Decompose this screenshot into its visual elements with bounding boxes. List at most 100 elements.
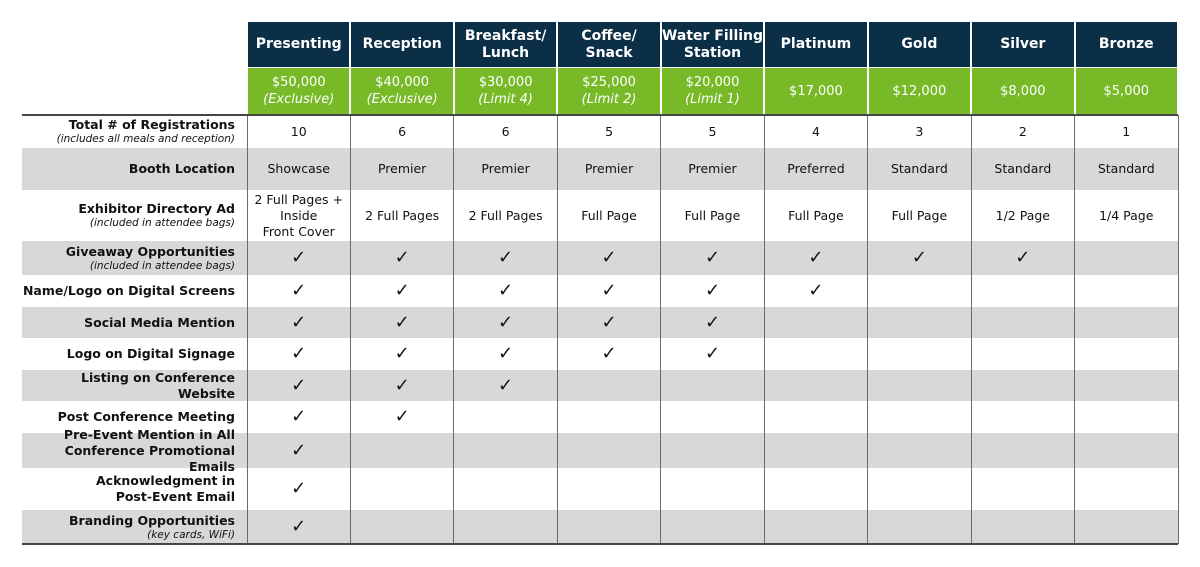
tier-price: $50,000 (Exclusive) [248, 68, 350, 114]
checkmark: ✓ [808, 247, 824, 268]
checkmark: ✓ [704, 311, 721, 333]
row-cell: ✓ [247, 433, 350, 468]
row-cell: Premier [454, 148, 557, 190]
price-text: $50,000 [271, 75, 326, 90]
price-note: (Exclusive) [263, 92, 335, 107]
tier-price: $20,000 (Limit 1) [661, 68, 764, 114]
cell-text: Standard [994, 161, 1052, 176]
cell-text: Full Page [581, 207, 637, 223]
label-text: Giveaway Opportunities [65, 243, 235, 259]
checkmark: ✓ [394, 343, 410, 364]
column-divider [556, 115, 558, 544]
label-text: Logo on Digital Signage [66, 346, 235, 361]
tier-name: Bronze [1075, 22, 1177, 67]
row-label: Pre-Event Mention in All Conference Prom… [22, 427, 247, 474]
row-cell: ✓ [350, 241, 453, 275]
checkmark: ✓ [1015, 247, 1031, 268]
cell-text: Preferred [787, 161, 845, 176]
cell-text: 2 [1018, 123, 1027, 139]
label-text: Acknowledgment in Post-Event Email [95, 473, 235, 504]
tier-name: Water Filling Station [661, 22, 764, 67]
label-text: Total # of Registrations [68, 117, 235, 132]
checkmark: ✓ [704, 247, 721, 268]
row-cell: Premier [557, 148, 660, 190]
top-rule [22, 114, 1178, 116]
price-note: (Exclusive) [366, 92, 438, 107]
tier-name-text: Breakfast/ Lunch [464, 27, 547, 61]
label-text: Name/Logo on Digital Screens [22, 283, 235, 298]
tier-price: $5,000 [1075, 68, 1177, 114]
row-cell: ✓ [661, 307, 764, 338]
row-cell: ✓ [350, 338, 453, 370]
tier-price: $12,000 [868, 68, 971, 114]
row-cell: ✓ [454, 338, 557, 370]
cell-text: 6 [398, 123, 407, 139]
row-cell: Preferred [764, 148, 867, 190]
column-divider [970, 115, 972, 544]
checkmark: ✓ [291, 439, 307, 461]
column-divider [660, 115, 662, 544]
row-cell: 2 Full Pages [350, 190, 453, 241]
row-cell: ✓ [557, 275, 660, 307]
label-sub: (included in attendee bags) [89, 259, 235, 272]
row-cell: ✓ [247, 401, 350, 433]
row-cell: ✓ [557, 338, 660, 370]
row-cell: Standard [1075, 148, 1178, 190]
row-label: Name/Logo on Digital Screens [22, 275, 247, 307]
row-cell: 1/2 Page [971, 190, 1074, 241]
checkmark: ✓ [498, 280, 514, 301]
row-cell: ✓ [247, 275, 350, 307]
row-label: Exhibitor Directory Ad (included in atten… [22, 190, 247, 241]
tier-name: Presenting [248, 22, 350, 67]
row-cell: 1 [1075, 115, 1178, 148]
row-cell: ✓ [764, 275, 867, 307]
row-cell: 10 [247, 115, 350, 148]
row-cell: ✓ [350, 370, 453, 401]
cell-text: Premier [377, 161, 427, 176]
checkmark: ✓ [601, 280, 617, 301]
checkmark: ✓ [601, 311, 617, 333]
checkmark: ✓ [808, 280, 824, 301]
row-cell: ✓ [247, 468, 350, 510]
cell-text: 5 [708, 123, 717, 139]
row-label: Social Media Mention [22, 307, 247, 338]
row-cell: 2 Full Pages [454, 190, 557, 241]
row-band [22, 370, 1178, 401]
row-cell: 6 [350, 115, 453, 148]
row-cell: ✓ [247, 338, 350, 370]
cell-text: Premier [481, 161, 530, 176]
column-divider [1074, 115, 1076, 544]
checkmark: ✓ [601, 343, 617, 364]
column-divider [246, 115, 248, 544]
cell-text: 2 Full Pages [468, 207, 543, 223]
column-divider [453, 115, 455, 544]
row-cell: ✓ [661, 241, 764, 275]
checkmark: ✓ [394, 247, 410, 268]
cell-text: Full Page [891, 207, 948, 223]
row-cell: ✓ [868, 241, 971, 275]
row-cell: ✓ [350, 307, 453, 338]
label-text: Listing on Conference Website [81, 369, 235, 401]
checkmark: ✓ [394, 374, 410, 396]
column-divider [349, 115, 351, 544]
tier-name-text: Gold [901, 36, 938, 52]
checkmark: ✓ [394, 311, 410, 333]
checkmark: ✓ [291, 311, 307, 333]
row-cell: Premier [350, 148, 453, 190]
row-cell: Full Page [661, 190, 764, 241]
price-text: $40,000 [375, 75, 430, 90]
row-cell: ✓ [247, 307, 350, 338]
row-cell: ✓ [350, 275, 453, 307]
row-label: Booth Location [22, 148, 247, 190]
cell-text: 3 [915, 123, 924, 139]
tier-name-text: Platinum [780, 36, 852, 52]
price-note: (Limit 4) [478, 92, 533, 107]
cell-text: 1 [1122, 123, 1131, 139]
cell-text: 2 Full Pages + Inside Front Cover [254, 191, 343, 239]
checkmark: ✓ [291, 280, 307, 301]
checkmark: ✓ [498, 343, 514, 364]
label-sub: (included in attendee bags) [89, 217, 235, 229]
row-cell: ✓ [661, 338, 764, 370]
row-cell: ✓ [454, 370, 557, 401]
price-text: $5,000 [1103, 83, 1150, 99]
